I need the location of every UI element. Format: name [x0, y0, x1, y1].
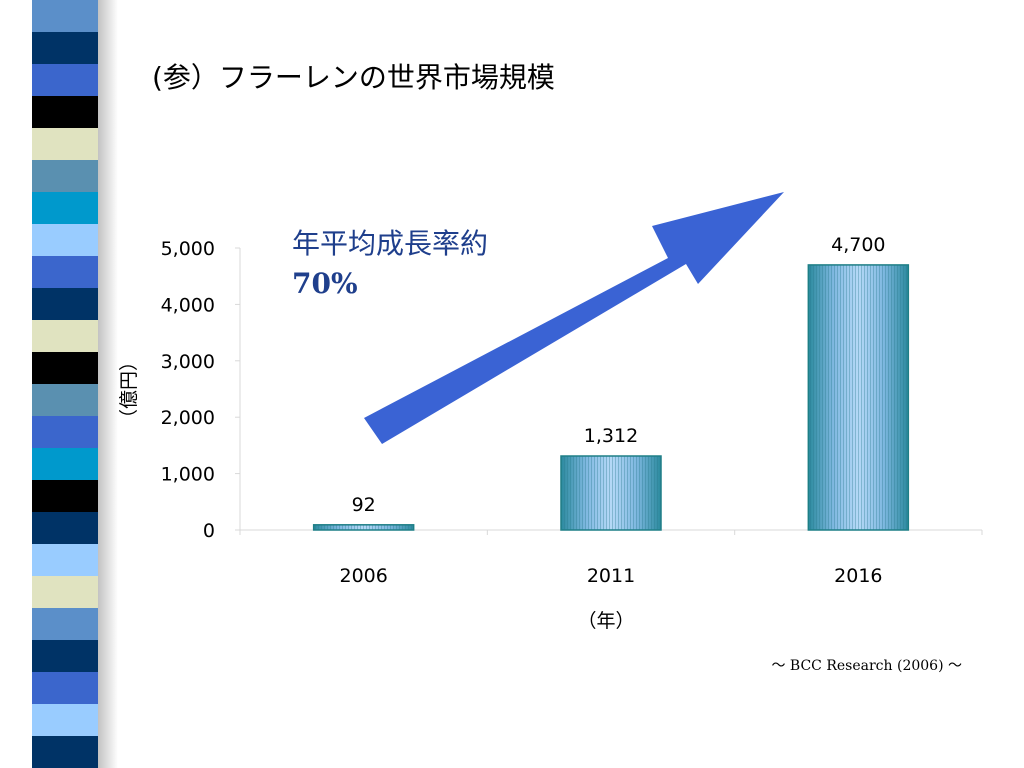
stripe-segment — [32, 0, 98, 33]
y-tick-label: 5,000 — [161, 238, 215, 260]
y-tick-label: 2,000 — [161, 407, 215, 429]
callout-label: 年平均成長率約 — [292, 227, 489, 260]
stripe-segment — [32, 736, 98, 768]
decorative-stripe-bar — [32, 0, 98, 768]
bar-texture-2011 — [561, 456, 661, 530]
stripe-segment — [32, 128, 98, 161]
y-tick-label: 1,000 — [161, 464, 215, 486]
x-tick-label-2016: 2016 — [834, 565, 882, 587]
stripe-segment — [32, 96, 98, 129]
y-tick-label: 3,000 — [161, 351, 215, 373]
stripe-segment — [32, 384, 98, 417]
stripe-segment — [32, 32, 98, 65]
stripe-segment — [32, 160, 98, 193]
y-tick-label: 4,000 — [161, 294, 215, 316]
y-axis-label: （億円） — [118, 352, 140, 428]
stripe-segment — [32, 512, 98, 545]
x-tick-label-2011: 2011 — [587, 565, 635, 587]
stripe-segment — [32, 640, 98, 673]
stripe-segment — [32, 224, 98, 257]
stripe-segment — [32, 672, 98, 705]
stripe-segment — [32, 320, 98, 353]
growth-arrow-icon — [364, 192, 784, 444]
stripe-segment — [32, 544, 98, 577]
stripe-segment — [32, 416, 98, 449]
stripe-shadow — [98, 0, 118, 768]
stripe-segment — [32, 192, 98, 225]
data-label-2016: 4,700 — [831, 234, 885, 256]
stripe-segment — [32, 480, 98, 513]
stripe-segment — [32, 576, 98, 609]
bar-texture-2016 — [808, 264, 909, 530]
stripe-segment — [32, 448, 98, 481]
stripe-segment — [32, 288, 98, 321]
stripe-segment — [32, 64, 98, 97]
stripe-segment — [32, 352, 98, 385]
data-label-2006: 92 — [352, 494, 376, 516]
y-tick-label: 0 — [203, 520, 215, 542]
source-note: ～ BCC Research (2006) ～ — [771, 658, 962, 674]
bar-texture-2006 — [313, 524, 414, 530]
callout-value: 70% — [292, 267, 358, 300]
x-tick-label-2006: 2006 — [339, 565, 387, 587]
data-label-2011: 1,312 — [584, 425, 638, 447]
stripe-segment — [32, 704, 98, 737]
stripe-segment — [32, 608, 98, 641]
growth-rate-callout: 年平均成長率約 70% — [292, 224, 488, 304]
slide-title: (参）フラーレンの世界市場規模 — [152, 61, 555, 94]
stripe-segment — [32, 256, 98, 289]
x-axis-label: （年） — [577, 610, 634, 632]
